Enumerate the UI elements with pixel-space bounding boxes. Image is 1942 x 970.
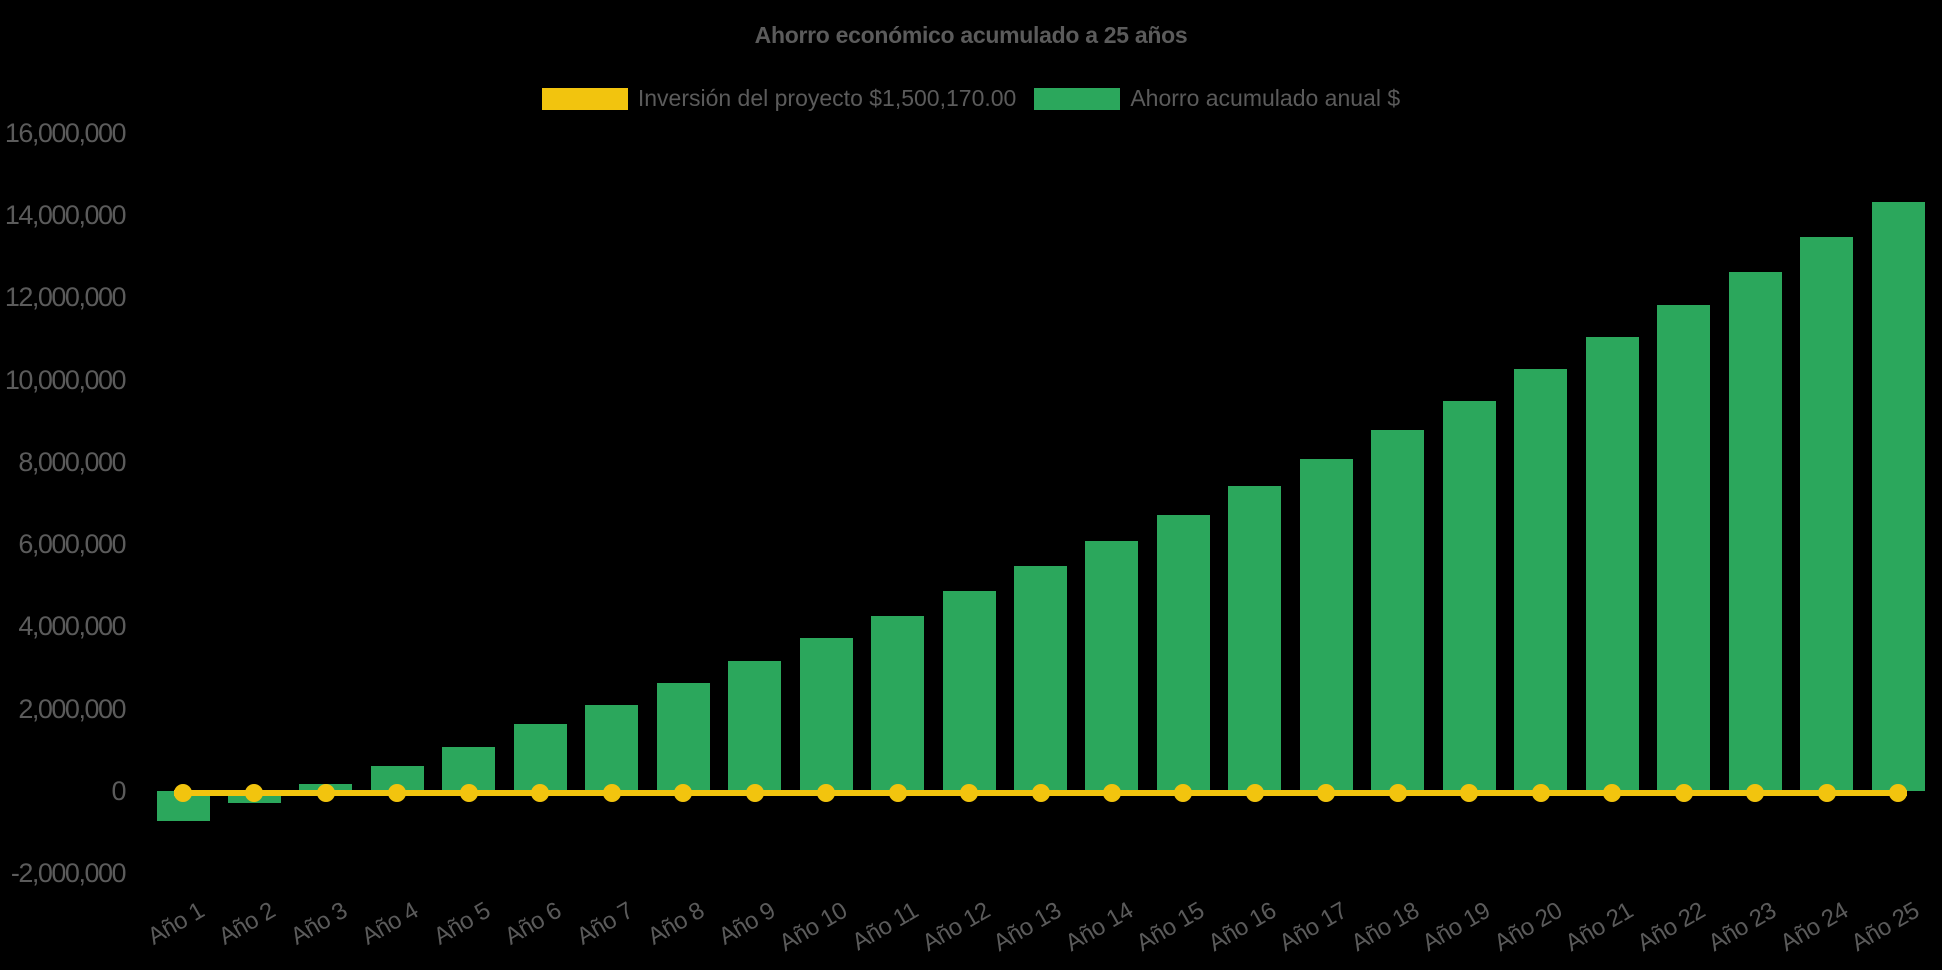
investment-line-marker (1388, 784, 1407, 802)
investment-line-marker (1245, 784, 1264, 802)
bar-año-17 (1299, 458, 1353, 791)
investment-line-marker (745, 784, 764, 802)
investment-line-marker (245, 784, 264, 802)
legend: Inversión del proyecto $1,500,170.00 Aho… (0, 85, 1942, 112)
legend-label-inversion: Inversión del proyecto $1,500,170.00 (637, 85, 1017, 111)
y-axis-label: 16,000,000 (4, 117, 127, 148)
x-axis-label: Año 11 (847, 897, 924, 957)
bar-año-13 (1014, 565, 1068, 791)
investment-line-marker (388, 784, 407, 802)
y-axis-label: 10,000,000 (4, 364, 127, 395)
bar-año-11 (871, 616, 925, 791)
y-axis-label: 8,000,000 (18, 446, 126, 477)
investment-line-marker (960, 784, 979, 802)
investment-line-marker (1174, 784, 1193, 802)
y-axis-label: 6,000,000 (18, 529, 126, 560)
investment-line-marker (1531, 784, 1550, 802)
x-axis-label: Año 18 (1346, 897, 1424, 957)
x-axis-label: Año 8 (643, 897, 709, 951)
bar-año-8 (656, 683, 710, 791)
investment-line-marker (817, 784, 836, 802)
x-axis-label: Año 1 (142, 897, 209, 951)
x-axis-label: Año 10 (774, 897, 852, 957)
bar-año-24 (1800, 237, 1854, 791)
investment-line-marker (1674, 784, 1693, 802)
investment-line-marker (174, 784, 192, 802)
y-axis-label: -2,000,000 (10, 858, 127, 889)
bar-año-12 (942, 591, 996, 791)
investment-line-marker (1746, 784, 1765, 802)
bar-año-15 (1156, 514, 1210, 791)
legend-label-ahorro: Ahorro acumulado anual $ (1130, 85, 1401, 111)
x-axis-label: Año 9 (714, 897, 781, 951)
investment-line-marker (1460, 784, 1479, 802)
bar-año-20 (1514, 368, 1568, 791)
investment-line-marker (1317, 784, 1336, 802)
bar-año-7 (585, 704, 639, 791)
y-axis-label: 0 (111, 776, 126, 806)
x-axis-label: Año 24 (1775, 897, 1853, 957)
y-axis-label: 14,000,000 (4, 199, 127, 230)
investment-line-marker (602, 784, 621, 802)
bar-año-22 (1657, 305, 1711, 791)
legend-item-inversion[interactable]: Inversión del proyecto $1,500,170.00 (541, 85, 1017, 112)
bar-año-21 (1585, 337, 1639, 791)
x-axis-label: Año 20 (1489, 897, 1567, 957)
investment-line-marker (1889, 784, 1908, 802)
bar-año-18 (1371, 430, 1425, 791)
x-axis-label: Año 19 (1417, 897, 1495, 957)
bar-año-5 (442, 746, 496, 791)
x-axis-label: Año 22 (1632, 897, 1710, 957)
bar-año-10 (799, 637, 853, 791)
bar-año-16 (1228, 486, 1282, 791)
legend-swatch-inversion (541, 87, 628, 110)
x-axis-label: Año 4 (357, 897, 423, 951)
x-axis-label: Año 13 (989, 897, 1067, 957)
x-axis-label: Año 2 (214, 897, 280, 951)
investment-line-marker (888, 784, 907, 802)
x-axis-label: Año 12 (917, 897, 995, 957)
bar-año-9 (728, 660, 782, 791)
bar-año-25 (1871, 202, 1925, 791)
investment-line-marker (316, 784, 335, 802)
x-axis-label: Año 16 (1203, 897, 1281, 957)
investment-line-marker (531, 784, 550, 802)
chart-title: Ahorro económico acumulado a 25 años (754, 22, 1188, 48)
x-axis-label: Año 17 (1275, 897, 1352, 957)
bar-año-19 (1442, 400, 1496, 791)
legend-item-ahorro[interactable]: Ahorro acumulado anual $ (1034, 85, 1400, 112)
y-axis-label: 2,000,000 (18, 693, 126, 724)
x-axis-label: Año 7 (571, 897, 638, 951)
x-axis-label: Año 6 (500, 897, 566, 951)
investment-line-marker (1031, 784, 1050, 802)
investment-line-marker (459, 784, 478, 802)
y-axis-label: 12,000,000 (4, 282, 127, 313)
investment-line-marker (674, 784, 693, 802)
x-axis-label: Año 15 (1132, 897, 1209, 957)
bar-año-23 (1728, 272, 1782, 791)
x-axis-label: Año 23 (1703, 897, 1781, 957)
bar-año-14 (1085, 540, 1139, 791)
x-axis-label: Año 5 (428, 897, 495, 951)
x-axis-label: Año 3 (285, 897, 352, 951)
investment-line-marker (1817, 784, 1836, 802)
x-axis-label: Año 21 (1560, 897, 1638, 957)
investment-line-marker (1102, 784, 1121, 802)
y-axis-label: 4,000,000 (18, 611, 126, 642)
x-axis-label: Año 14 (1060, 897, 1138, 957)
bar-año-6 (513, 723, 567, 791)
x-axis-label: Año 25 (1846, 897, 1924, 957)
investment-line-marker (1603, 784, 1622, 802)
legend-swatch-ahorro (1034, 87, 1121, 110)
